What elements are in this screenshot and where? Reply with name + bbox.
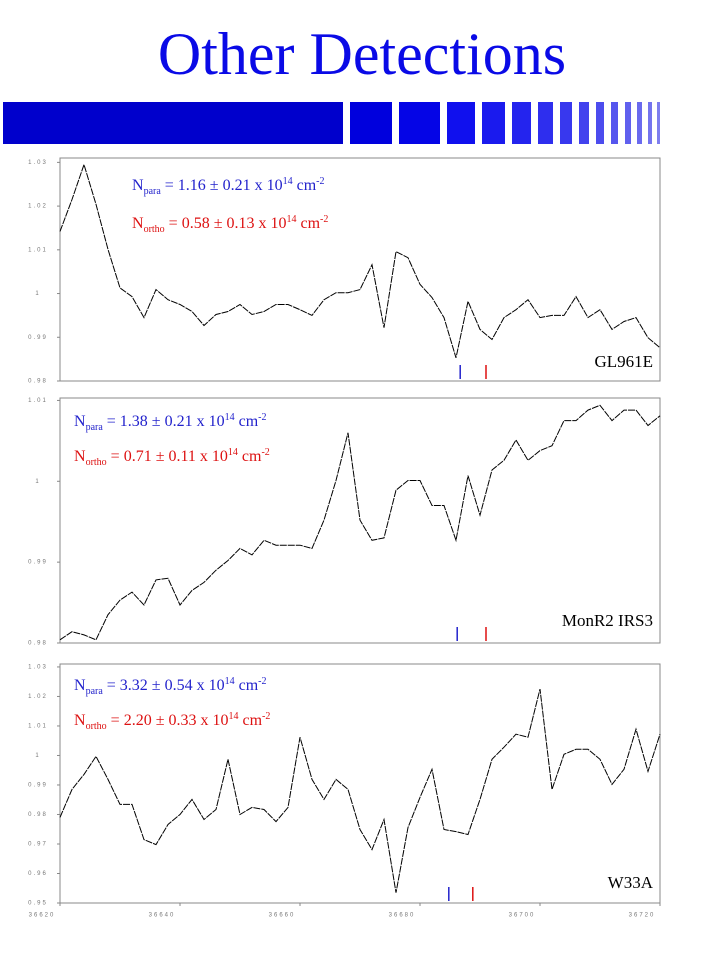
plot-frame <box>59 663 661 904</box>
y-tick-label: 1.03 <box>28 160 48 166</box>
annotation-part: ortho <box>144 224 165 235</box>
annotation: Northo = 0.58 ± 0.13 x 1014 cm-2 <box>132 214 328 235</box>
annotation-part: 14 <box>283 176 293 187</box>
panel: 0.98 0.99 1 1.01 1.02 1.03 Npara = 1.16 ± 0.21… <box>28 157 661 385</box>
spectrum-line <box>59 404 661 641</box>
annotation-part: = 1.16 ± 0.21 x 10 <box>161 177 283 194</box>
annotation-part: = 3.32 ± 0.54 x 10 <box>103 677 225 694</box>
annotation: Npara = 1.38 ± 0.21 x 1014 cm-2 <box>74 412 266 433</box>
plot-frame <box>59 397 661 644</box>
y-tick-label: 0.96 <box>28 871 48 877</box>
annotation-part: para <box>144 186 162 197</box>
annotation: Npara = 3.32 ± 0.54 x 1014 cm-2 <box>74 676 266 697</box>
annotation-part: cm <box>235 677 259 694</box>
annotation-part: -2 <box>320 214 328 225</box>
annotation-part: -2 <box>258 412 266 423</box>
annotation-part: ortho <box>86 457 107 468</box>
panel: 0.98 0.99 1 1.01 Npara = 1.38 ± 0.21 x 1014 … <box>28 397 661 647</box>
annotation-part: ortho <box>86 721 107 732</box>
annotation-part: 14 <box>286 214 296 225</box>
y-tick-label: 0.97 <box>28 842 48 848</box>
y-tick-label: 1.01 <box>28 398 48 404</box>
annotation-part: N <box>74 677 86 694</box>
x-tick-label: 36640 <box>149 913 176 919</box>
y-tick-label: 0.98 <box>28 812 48 818</box>
annotation-part: para <box>86 686 104 697</box>
y-tick-label: 1.02 <box>28 694 48 700</box>
annotation-part: = 1.38 ± 0.21 x 10 <box>103 413 225 430</box>
source-label: MonR2 IRS3 <box>562 611 653 630</box>
decor-bars <box>3 102 660 144</box>
annotation-part: N <box>132 177 144 194</box>
y-tick-label: 1 <box>35 479 40 485</box>
annotation-part: cm <box>296 215 320 232</box>
annotation-part: = 0.71 ± 0.11 x 10 <box>107 448 228 465</box>
annotation-part: = 2.20 ± 0.33 x 10 <box>107 712 229 729</box>
annotation-part: N <box>74 712 86 729</box>
annotation-part: cm <box>238 448 262 465</box>
annotation-part: -2 <box>316 176 324 187</box>
y-tick-label: 1 <box>35 753 40 759</box>
annotation-part: cm <box>238 712 262 729</box>
source-label: W33A <box>608 873 654 892</box>
x-tick-label: 36700 <box>509 913 536 919</box>
annotation-part: 14 <box>228 447 238 458</box>
y-tick-label: 1.03 <box>28 665 48 671</box>
spectrum-line <box>59 162 661 358</box>
slide-title: Other Detections <box>158 21 566 87</box>
annotation-part: 14 <box>228 711 238 722</box>
x-tick-label: 36720 <box>629 913 656 919</box>
annotation-part: = 0.58 ± 0.13 x 10 <box>165 215 287 232</box>
annotation-part: 14 <box>225 412 235 423</box>
annotation-part: N <box>74 448 86 465</box>
x-tick-label: 36620 <box>29 913 56 919</box>
annotation-part: N <box>74 413 86 430</box>
annotation-part: cm <box>293 177 317 194</box>
panel: 0.95 0.96 0.97 0.98 0.99 1 1.01 1.02 1.03 36620 36… <box>28 663 661 919</box>
x-tick-label: 36660 <box>269 913 296 919</box>
x-tick-label: 36680 <box>389 913 416 919</box>
y-tick-label: 1.01 <box>28 247 48 253</box>
y-tick-label: 0.98 <box>28 641 48 647</box>
y-tick-label: 1.02 <box>28 204 48 210</box>
annotation-part: -2 <box>258 676 266 687</box>
source-label: GL961E <box>594 352 653 371</box>
annotation-part: para <box>86 422 104 433</box>
annotation: Npara = 1.16 ± 0.21 x 1014 cm-2 <box>132 176 324 197</box>
plot-frame <box>59 157 661 382</box>
y-tick-label: 0.99 <box>28 335 48 341</box>
annotation: Northo = 2.20 ± 0.33 x 1014 cm-2 <box>74 711 270 732</box>
y-tick-label: 0.99 <box>28 560 48 566</box>
y-tick-label: 0.95 <box>28 901 48 907</box>
plots: 0.98 0.99 1 1.01 1.02 1.03 Npara = 1.16 ± 0.21… <box>28 157 661 919</box>
annotation-part: -2 <box>262 711 270 722</box>
annotation-part: N <box>132 215 144 232</box>
y-tick-label: 1 <box>35 291 40 297</box>
annotation: Northo = 0.71 ± 0.11 x 1014 cm-2 <box>74 447 270 468</box>
y-tick-label: 0.99 <box>28 783 48 789</box>
spectrum-line <box>59 688 661 893</box>
annotation-part: 14 <box>225 676 235 687</box>
y-tick-label: 0.98 <box>28 379 48 385</box>
annotation-part: cm <box>235 413 259 430</box>
y-tick-label: 1.01 <box>28 724 48 730</box>
annotation-part: -2 <box>261 447 269 458</box>
